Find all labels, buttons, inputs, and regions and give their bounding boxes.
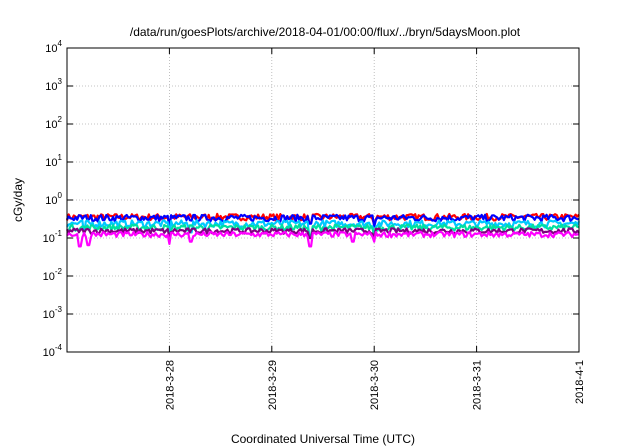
y-axis-label: cGy/day	[11, 178, 25, 222]
y-tick-label: 10-3	[43, 305, 63, 321]
series-line	[66, 213, 580, 228]
x-tick-label: 2018-3-28	[164, 360, 176, 410]
x-tick-label: 2018-3-29	[267, 360, 279, 410]
y-tick-label: 101	[45, 153, 62, 169]
x-tick-label: 2018-3-31	[472, 360, 484, 410]
series-line	[66, 230, 580, 248]
x-tick-label: 2018-3-30	[369, 360, 381, 410]
y-tick-label: 102	[45, 115, 62, 131]
series-layer	[65, 212, 580, 248]
x-axis-label: Coordinated Universal Time (UTC)	[231, 432, 415, 446]
series-line	[66, 223, 580, 237]
chart-title: /data/run/goesPlots/archive/2018-04-01/0…	[130, 25, 521, 39]
y-tick-label: 100	[45, 191, 62, 207]
x-axis: 2018-3-28 2018-3-29 2018-3-30 2018-3-31 2018…	[164, 48, 586, 410]
y-tick-label: 10-4	[43, 343, 63, 359]
y-tick-label: 103	[45, 77, 62, 93]
y-axis: 104 103 102 101 100 10-1 10-2 10-3 10-4	[43, 39, 579, 359]
x-tick-label: 2018-4-1	[574, 360, 586, 404]
y-tick-label: 104	[45, 39, 62, 55]
y-tick-label: 10-1	[43, 229, 63, 245]
y-tick-label: 10-2	[43, 267, 63, 283]
grid-lines	[67, 48, 579, 352]
